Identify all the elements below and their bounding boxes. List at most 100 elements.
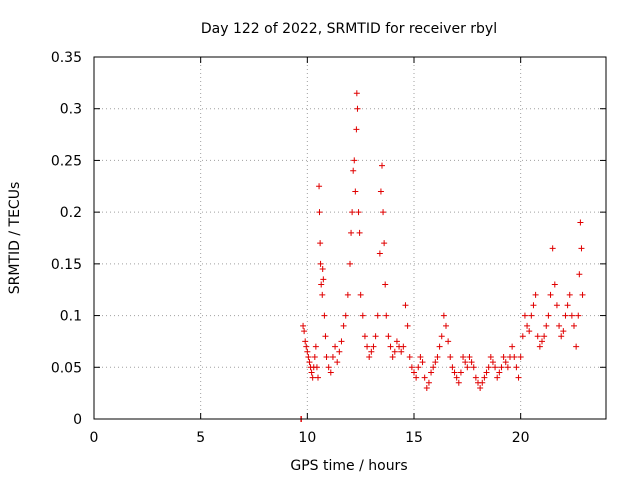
data-point (377, 188, 384, 195)
data-point (489, 359, 496, 366)
grid (94, 57, 606, 419)
data-point (430, 364, 437, 371)
data-point (432, 359, 439, 366)
data-point (364, 343, 371, 350)
y-tick-label: 0.2 (60, 205, 82, 221)
data-point (519, 333, 526, 340)
y-tick-label: 0.05 (51, 360, 82, 376)
data-point (317, 260, 324, 267)
data-point (400, 343, 407, 350)
data-point (352, 188, 359, 195)
x-tick-labels: 0 5 10 15 20 (90, 430, 530, 446)
data-point (300, 322, 307, 329)
y-tick-labels: 0 0.05 0.1 0.15 0.2 0.25 0.3 0.35 (51, 50, 82, 428)
data-point (440, 312, 447, 319)
data-point (513, 364, 520, 371)
data-point (304, 348, 311, 355)
data-point (372, 333, 379, 340)
data-point (353, 90, 360, 97)
data-point (379, 162, 385, 169)
data-point (564, 302, 571, 309)
data-point (391, 348, 398, 355)
data-point (311, 353, 318, 360)
data-point (487, 353, 494, 360)
data-point (332, 343, 339, 350)
data-point (316, 183, 323, 190)
data-point (470, 364, 477, 371)
data-point (453, 374, 460, 381)
data-point (301, 328, 308, 335)
data-point (342, 312, 349, 319)
data-point (419, 359, 426, 366)
data-point (551, 281, 558, 288)
data-point (338, 338, 345, 345)
data-point (382, 281, 389, 288)
data-point (355, 209, 362, 216)
data-point (434, 353, 441, 360)
data-point (404, 322, 411, 329)
data-point (383, 312, 390, 319)
data-point (309, 374, 316, 381)
data-point (451, 369, 458, 376)
data-point (438, 333, 445, 340)
data-point (380, 209, 387, 216)
data-point (504, 364, 511, 371)
data-point (560, 328, 567, 335)
data-point (334, 359, 341, 366)
data-point (408, 364, 415, 371)
data-point (318, 281, 325, 288)
data-point (477, 384, 484, 391)
data-point (530, 302, 537, 309)
data-point (340, 322, 347, 329)
y-tick-label: 0.3 (60, 102, 82, 118)
data-point (351, 157, 358, 164)
data-point (468, 359, 475, 366)
data-point (428, 369, 435, 376)
data-point (532, 291, 539, 298)
data-point (526, 328, 533, 335)
data-point (313, 364, 320, 371)
data-point (566, 291, 573, 298)
data-point (425, 379, 432, 386)
data-point (302, 338, 309, 345)
data-point (485, 364, 492, 371)
data-point (402, 302, 409, 309)
data-point (460, 353, 467, 360)
data-point (381, 240, 388, 247)
data-point (447, 353, 454, 360)
data-point (578, 245, 585, 252)
data-point (325, 364, 332, 371)
data-point (319, 291, 326, 298)
plot-frame (93, 56, 607, 420)
data-point (472, 374, 479, 381)
data-point (417, 353, 424, 360)
data-point (423, 384, 430, 391)
data-point (511, 353, 518, 360)
data-point (524, 322, 531, 329)
data-point (502, 359, 509, 366)
data-point (356, 229, 363, 236)
data-point (545, 312, 552, 319)
x-axis-label: GPS time / hours (290, 458, 407, 474)
data-point (483, 369, 490, 376)
data-point (316, 209, 323, 216)
data-point (329, 353, 336, 360)
data-point (553, 302, 560, 309)
data-point (577, 219, 584, 226)
data-point (347, 260, 353, 267)
data-point (534, 333, 541, 340)
data-point (543, 322, 550, 329)
data-point (436, 343, 443, 350)
data-point (521, 312, 528, 319)
data-point (413, 374, 420, 381)
data-point (315, 374, 321, 381)
data-point (573, 343, 580, 350)
data-point (387, 343, 394, 350)
data-point (549, 245, 556, 252)
data-point (303, 343, 310, 350)
data-point (568, 312, 575, 319)
axis-ticks (93, 56, 606, 420)
data-point (515, 374, 522, 381)
data-point (498, 364, 505, 371)
